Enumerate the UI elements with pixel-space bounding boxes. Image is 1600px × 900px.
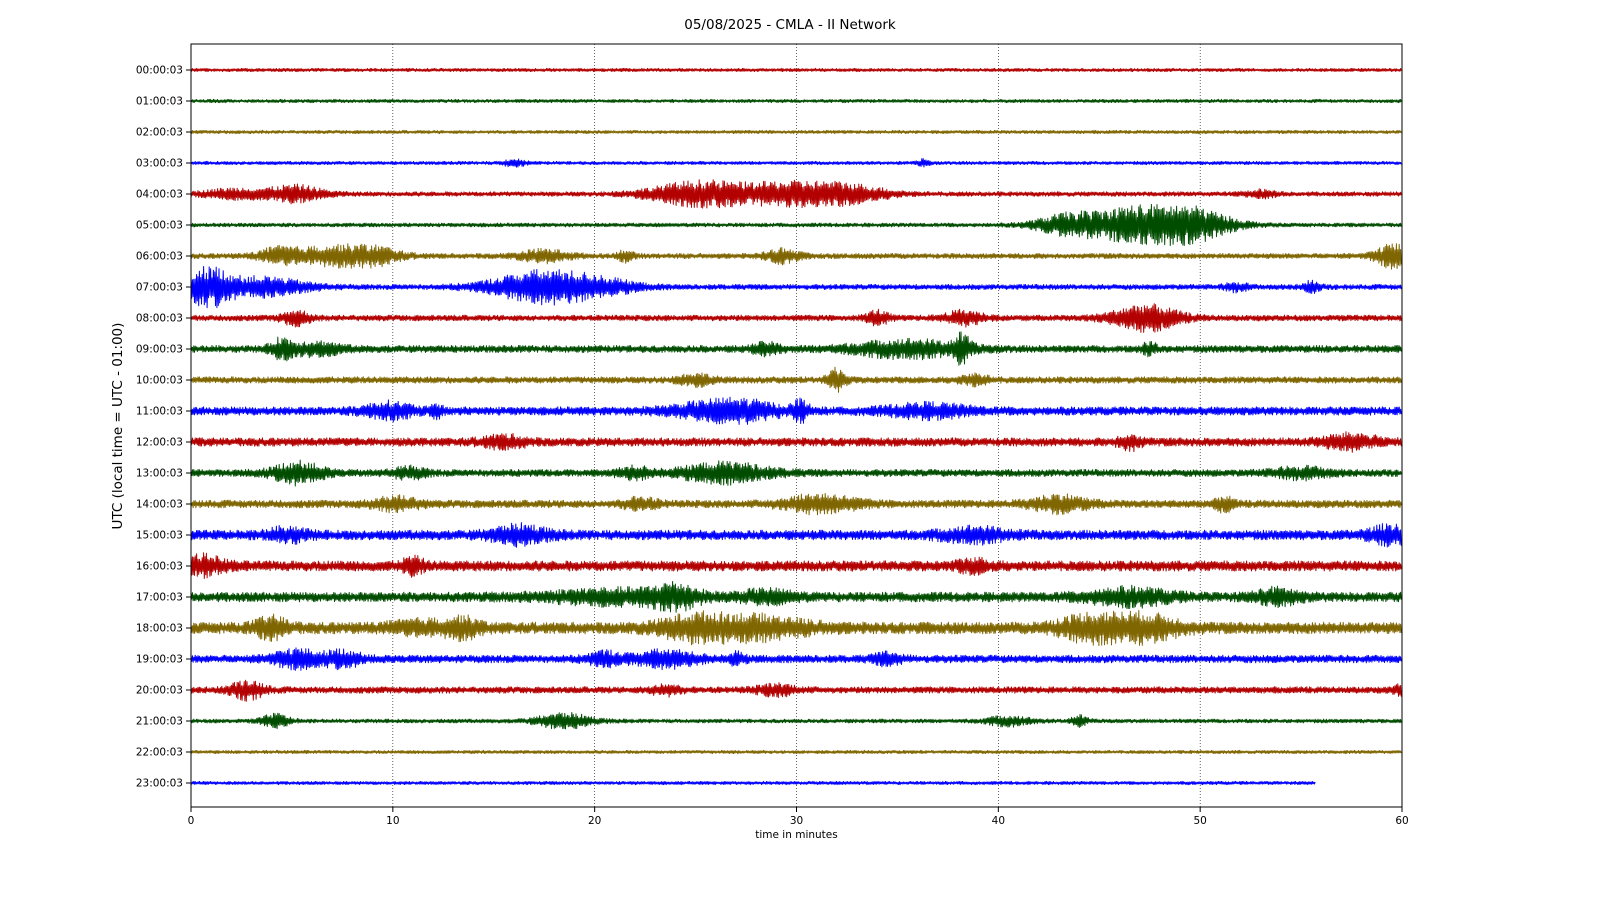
x-axis-label: time in minutes: [755, 829, 837, 841]
x-tick-label: 0: [188, 815, 195, 827]
y-tick-label: 22:00:03: [136, 747, 183, 759]
y-axis-label: UTC (local time = UTC - 01:00): [110, 323, 126, 530]
x-tick-label: 20: [588, 815, 601, 827]
x-tick-label: 30: [790, 815, 803, 827]
x-axis: 0 10 20 30 40 50 60: [188, 807, 1409, 827]
trace-04-00-03: [190, 179, 1402, 209]
y-tick-label: 00:00:03: [136, 65, 183, 77]
trace-08-00-03: [190, 303, 1402, 333]
y-tick-label: 12:00:03: [136, 437, 183, 449]
y-tick-label: 17:00:03: [136, 592, 183, 604]
y-tick-label: 23:00:03: [136, 778, 183, 790]
trace-07-00-03: [190, 266, 1402, 309]
chart-title: 05/08/2025 - CMLA - II Network: [684, 17, 896, 33]
trace-12-00-03: [190, 431, 1402, 453]
trace-00-00-03: [190, 67, 1402, 73]
trace-layer: [190, 67, 1402, 786]
y-tick-label: 01:00:03: [136, 96, 183, 108]
y-tick-label: 11:00:03: [136, 406, 183, 418]
y-tick-label: 03:00:03: [136, 158, 183, 170]
x-tick-label: 60: [1395, 815, 1408, 827]
y-tick-label: 04:00:03: [136, 189, 183, 201]
y-tick-label: 02:00:03: [136, 127, 183, 139]
trace-23-00-03: [190, 780, 1316, 786]
trace-18-00-03: [190, 610, 1402, 647]
y-tick-label: 06:00:03: [136, 251, 183, 263]
y-tick-label: 21:00:03: [136, 716, 183, 728]
trace-02-00-03: [190, 129, 1402, 135]
trace-14-00-03: [190, 493, 1402, 516]
trace-19-00-03: [190, 647, 1402, 671]
y-tick-label: 08:00:03: [136, 313, 183, 325]
y-tick-label: 15:00:03: [136, 530, 183, 542]
y-tick-label: 05:00:03: [136, 220, 183, 232]
y-tick-label: 18:00:03: [136, 623, 183, 635]
trace-16-00-03: [190, 552, 1402, 579]
x-tick-label: 50: [1193, 815, 1206, 827]
trace-03-00-03: [190, 158, 1402, 168]
trace-15-00-03: [190, 522, 1402, 548]
x-tick-label: 40: [992, 815, 1005, 827]
y-tick-label: 07:00:03: [136, 282, 183, 294]
y-axis: 00:00:03 01:00:03 02:00:03 03:00:03 04:00:03…: [136, 65, 191, 790]
grid-layer: [392, 44, 1201, 807]
trace-17-00-03: [190, 581, 1402, 613]
trace-05-00-03: [190, 203, 1402, 246]
trace-09-00-03: [190, 331, 1402, 366]
trace-10-00-03: [190, 366, 1402, 393]
trace-01-00-03: [190, 98, 1402, 104]
trace-06-00-03: [190, 243, 1402, 270]
y-tick-label: 20:00:03: [136, 685, 183, 697]
y-tick-label: 19:00:03: [136, 654, 183, 666]
y-tick-label: 14:00:03: [136, 499, 183, 511]
trace-11-00-03: [190, 396, 1402, 425]
y-tick-label: 10:00:03: [136, 375, 183, 387]
y-tick-label: 13:00:03: [136, 468, 183, 480]
y-tick-label: 16:00:03: [136, 561, 183, 573]
trace-20-00-03: [190, 679, 1402, 702]
x-tick-label: 10: [386, 815, 399, 827]
y-tick-label: 09:00:03: [136, 344, 183, 356]
trace-13-00-03: [190, 459, 1402, 487]
trace-21-00-03: [190, 712, 1402, 730]
trace-22-00-03: [190, 749, 1402, 755]
